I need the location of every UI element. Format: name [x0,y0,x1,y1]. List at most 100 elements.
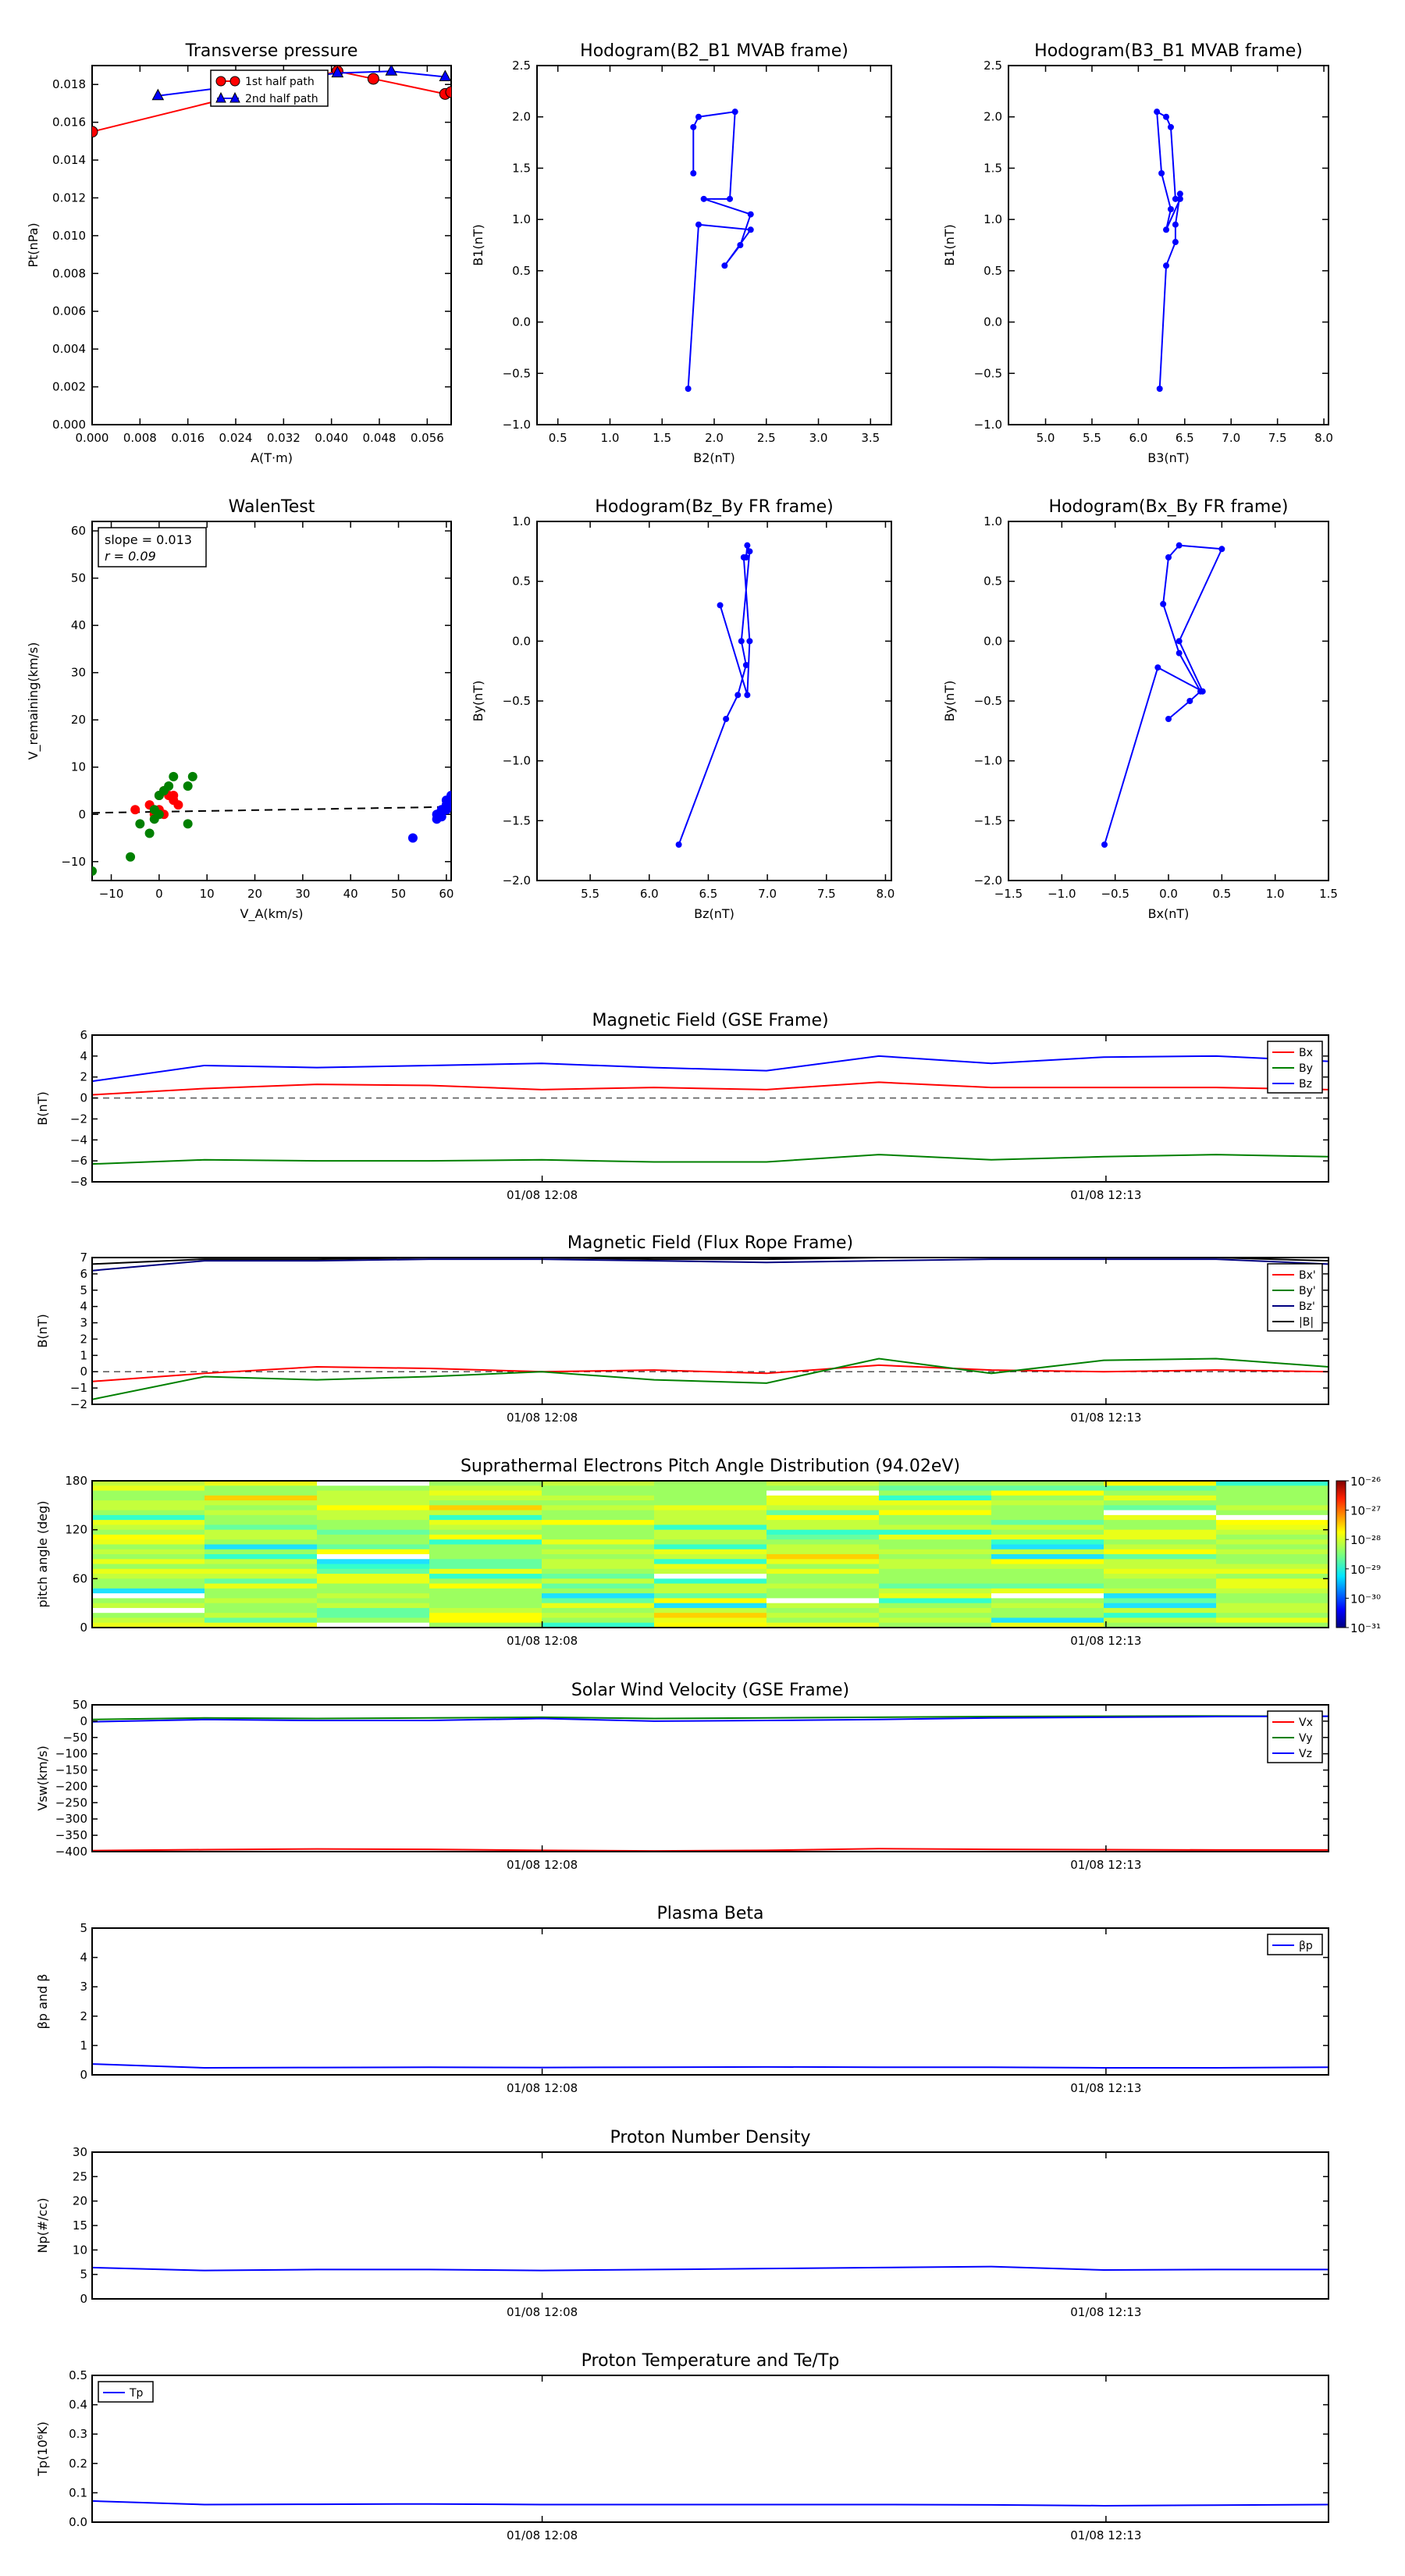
data-point-red [173,800,183,810]
heatmap-cell [429,1568,542,1574]
y-tick-label: 2.5 [984,59,1002,73]
hodogram-point [747,226,754,233]
y-tick-label: −0.5 [503,366,531,380]
heatmap-cell [317,1525,430,1531]
y-tick-label: 60 [71,524,86,538]
heatmap-cell [92,1588,205,1594]
heatmap-cell [542,1510,655,1516]
y-tick-label: −2 [70,1397,87,1411]
hodogram-point [744,542,751,549]
data-point-blue [436,812,446,822]
heatmap-cell [1104,1534,1217,1540]
series-line-B [92,1258,1329,1265]
y-tick-label: 6 [80,1267,87,1281]
heatmap-cell [879,1544,992,1550]
y-tick-label: 0.0 [984,315,1002,329]
heatmap-cell [767,1534,880,1540]
legend-label: Bx' [1299,1269,1316,1282]
heatmap-cell [991,1539,1104,1546]
hodogram-point [1172,195,1179,202]
heatmap-cell [654,1539,767,1546]
heatmap-cell [542,1588,655,1594]
heatmap-cell [767,1564,880,1570]
heatmap-cell [1216,1485,1329,1492]
hodogram-point [737,242,744,248]
heatmap-cell [1216,1588,1329,1594]
panel-hodo-b3b1: Hodogram(B3_B1 MVAB frame) B3(nT) B1(nT) 5.… [942,41,1333,465]
heatmap-cell [317,1539,430,1546]
colorbar-tick-label: 10⁻²⁹ [1350,1563,1381,1577]
y-axis-label: Tp(10⁶K) [35,2421,50,2477]
heatmap-cell [1104,1539,1217,1546]
heatmap-cell [654,1559,767,1565]
legend-box [210,69,329,107]
y-tick-label: 2 [80,1070,87,1084]
heatmap-cell [205,1554,318,1560]
heatmap-cell [767,1514,880,1521]
panel-walen: WalenTest V_A(km/s) V_remaining(km/s) −10 0 1… [26,497,454,922]
hodogram-point [746,638,753,645]
y-tick-label: 0 [80,2292,87,2306]
y-tick-label: 0.0 [512,634,531,648]
heatmap-cell [1216,1617,1329,1624]
x-tick-label: 40 [343,887,358,901]
heatmap-cell [879,1505,992,1511]
x-tick-label: 5.5 [1083,431,1101,445]
heatmap-cell [317,1534,430,1540]
heatmap-cell [92,1583,205,1589]
y-tick-label: 0.018 [52,77,86,91]
heatmap-cell [429,1622,542,1628]
heatmap-cell [1104,1514,1217,1521]
x-tick-label: 5.5 [581,887,599,901]
y-tick-label: 2.0 [512,110,531,124]
hodogram-point [1154,109,1161,116]
heatmap-cell [429,1500,542,1506]
x-tick-label: −10 [99,887,124,901]
plot-frame [91,65,452,425]
heatmap-cell [429,1574,542,1579]
heatmap-cell [654,1500,767,1506]
y-tick-label: −400 [55,1845,87,1859]
heatmap-cell [654,1574,767,1579]
hodogram-line [1156,110,1181,390]
heatmap-cell [654,1588,767,1594]
heatmap-cell [317,1564,430,1570]
heatmap-cell [205,1481,318,1486]
y-axis-label: B1(nT) [471,224,486,266]
heatmap-cell [767,1578,880,1585]
heatmap-cell [767,1617,880,1624]
x-tick-label: 6.5 [1176,431,1194,445]
heatmap-cell [654,1593,767,1599]
heatmap-cell [767,1505,880,1511]
heatmap-cell [1216,1539,1329,1546]
data-point-green [126,852,136,862]
x-axis-label: A(T·m) [251,450,293,465]
series-line-Bz [92,1258,1329,1272]
heatmap-cell [542,1564,655,1570]
x-tick-label: 7.0 [1222,431,1240,445]
heatmap-cell [429,1514,542,1521]
x-tick-label: 01/08 12:08 [507,2528,578,2542]
y-axis-label: pitch angle (deg) [35,1500,50,1607]
y-tick-label: 2 [80,2009,87,2023]
heatmap-cell [654,1481,767,1486]
panel-title: Magnetic Field (GSE Frame) [592,1011,828,1030]
hodogram-point [746,548,753,555]
hodogram-point [1167,206,1174,212]
heatmap-cell [429,1559,542,1565]
heatmap-cell [767,1525,880,1531]
y-tick-label: −4 [70,1133,87,1147]
heatmap-cell [991,1495,1104,1501]
heatmap-cell [429,1578,542,1585]
heatmap-cell [205,1574,318,1579]
x-tick-label: 0.5 [549,431,567,445]
heatmap-cell [92,1578,205,1585]
hodogram-point [695,221,702,228]
panel-title: Solar Wind Velocity (GSE Frame) [571,1681,849,1700]
heatmap-cell [991,1613,1104,1619]
heatmap-cell [205,1578,318,1585]
heatmap-cell [542,1525,655,1531]
hodogram-point [1176,195,1183,202]
x-tick-label: 01/08 12:13 [1070,1188,1141,1202]
y-tick-label: −200 [55,1779,87,1793]
